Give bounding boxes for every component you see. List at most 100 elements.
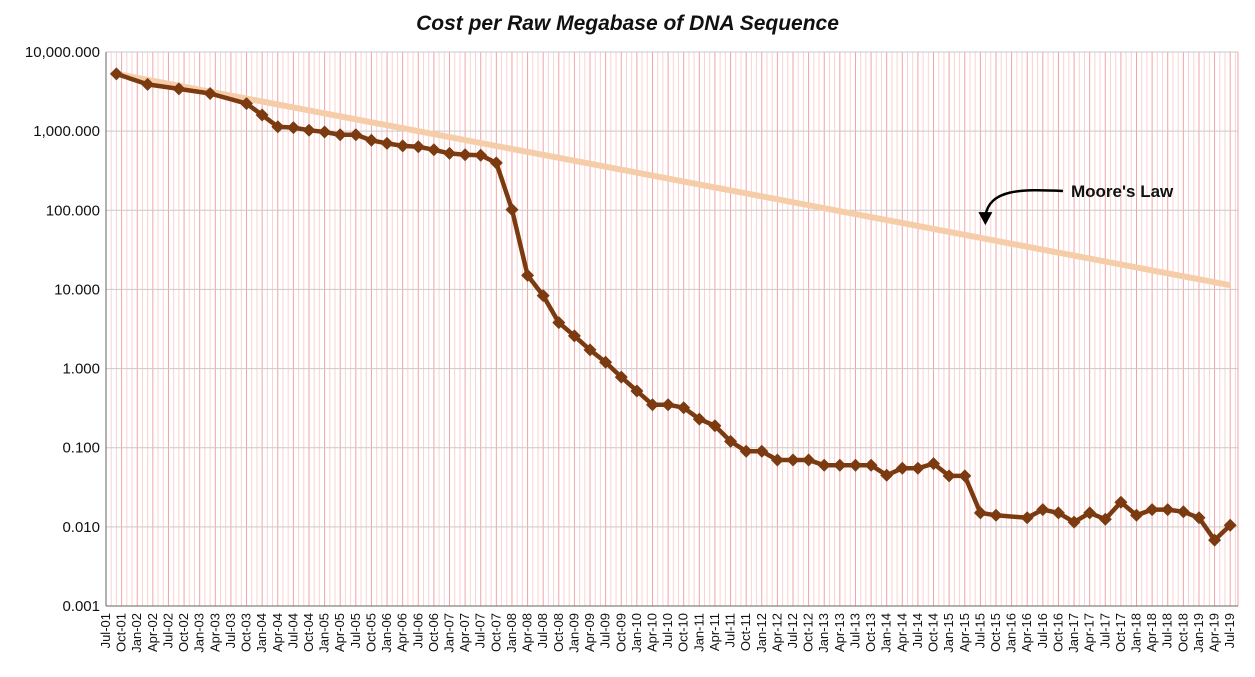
moores-law-series bbox=[115, 70, 1231, 289]
cost-point bbox=[255, 108, 269, 122]
x-tick-label: Jan-13 bbox=[816, 613, 831, 653]
x-tick-label: Jan-03 bbox=[192, 613, 207, 653]
x-tick-label: Jul-14 bbox=[910, 613, 925, 648]
x-tick-label: Jan-07 bbox=[442, 613, 457, 653]
cost-point bbox=[203, 87, 217, 100]
cost-point bbox=[755, 444, 769, 458]
x-tick-label: Jul-12 bbox=[785, 613, 800, 648]
x-tick-label: Oct-04 bbox=[301, 613, 316, 652]
cost-point bbox=[141, 77, 155, 91]
cost-point bbox=[739, 444, 753, 458]
x-tick-label: Apr-14 bbox=[894, 613, 909, 652]
cost-point bbox=[271, 120, 285, 134]
x-tick-label: Oct-13 bbox=[863, 613, 878, 652]
axes bbox=[105, 52, 1238, 607]
x-tick-label: Jul-10 bbox=[660, 613, 675, 648]
cost-point bbox=[989, 508, 1003, 522]
x-tick-label: Jan-05 bbox=[317, 613, 332, 653]
x-tick-label: Jan-06 bbox=[379, 613, 394, 653]
cost-point bbox=[880, 468, 894, 482]
x-tick-label: Jul-05 bbox=[348, 613, 363, 648]
cost-point bbox=[802, 453, 816, 467]
x-tick-label: Jan-16 bbox=[1004, 613, 1019, 653]
cost-point bbox=[973, 506, 987, 520]
cost-point bbox=[630, 384, 644, 398]
x-tick-label: Jan-12 bbox=[754, 613, 769, 653]
moores-law-label: Moore's Law bbox=[1071, 182, 1174, 201]
cost-point bbox=[1176, 505, 1190, 519]
y-tick-label: 100.000 bbox=[46, 202, 100, 219]
cost-point bbox=[458, 148, 472, 162]
y-tick-label: 10.000 bbox=[54, 281, 100, 298]
x-tick-label: Jul-17 bbox=[1097, 613, 1112, 648]
x-tick-label: Jul-13 bbox=[847, 613, 862, 648]
cost-point bbox=[895, 461, 909, 475]
y-tick-label: 1.000 bbox=[62, 361, 100, 378]
x-tick-label: Oct-05 bbox=[363, 613, 378, 652]
x-tick-label: Apr-17 bbox=[1082, 613, 1097, 652]
x-tick-label: Oct-14 bbox=[926, 613, 941, 652]
y-tick-label: 0.010 bbox=[62, 519, 100, 536]
x-tick-label: Jan-15 bbox=[941, 613, 956, 653]
x-tick-label: Jul-01 bbox=[98, 613, 113, 648]
x-tick-label: Jul-15 bbox=[972, 613, 987, 648]
y-tick-label: 0.001 bbox=[62, 598, 100, 615]
cost-series bbox=[109, 67, 1237, 547]
x-tick-label: Jan-02 bbox=[129, 613, 144, 653]
cost-point bbox=[411, 140, 425, 154]
x-tick-label: Jan-11 bbox=[691, 613, 706, 652]
cost-point bbox=[677, 401, 691, 415]
x-tick-label: Apr-15 bbox=[957, 613, 972, 652]
cost-point bbox=[1208, 533, 1222, 547]
cost-point bbox=[109, 67, 123, 81]
x-tick-label: Oct-17 bbox=[1113, 613, 1128, 652]
x-tick-label: Oct-10 bbox=[676, 613, 691, 652]
x-tick-label: Jul-02 bbox=[160, 613, 175, 648]
x-tick-label: Jan-08 bbox=[504, 613, 519, 653]
x-tick-label: Apr-02 bbox=[145, 613, 160, 652]
vertical-gridlines bbox=[105, 52, 1239, 606]
x-tick-label: Oct-03 bbox=[239, 613, 254, 652]
cost-point bbox=[692, 412, 706, 426]
x-tick-label: Apr-07 bbox=[457, 613, 472, 652]
cost-point bbox=[349, 128, 363, 142]
arrow-head-icon bbox=[978, 212, 993, 226]
cost-point bbox=[1114, 495, 1128, 509]
cost-point bbox=[1130, 508, 1143, 522]
cost-point bbox=[1083, 506, 1097, 520]
x-tick-label: Jul-03 bbox=[223, 613, 238, 648]
cost-point bbox=[286, 121, 300, 135]
x-tick-label: Jul-06 bbox=[410, 613, 425, 648]
x-tick-label: Apr-19 bbox=[1207, 613, 1222, 652]
cost-point bbox=[1145, 503, 1159, 517]
moores-law-arrow bbox=[984, 189, 1064, 217]
x-tick-label: Jul-08 bbox=[535, 613, 550, 648]
x-tick-label: Oct-12 bbox=[801, 613, 816, 652]
cost-point bbox=[567, 329, 581, 343]
x-tick-label: Oct-07 bbox=[488, 613, 503, 652]
cost-point bbox=[505, 203, 519, 217]
x-tick-label: Jan-18 bbox=[1129, 613, 1144, 653]
x-tick-label: Apr-13 bbox=[832, 613, 847, 652]
cost-point bbox=[536, 289, 550, 303]
cost-point bbox=[583, 343, 597, 357]
cost-point bbox=[474, 148, 488, 162]
x-tick-label: Apr-09 bbox=[582, 613, 597, 652]
annotations: Moore's Law bbox=[978, 182, 1174, 226]
x-tick-label: Jan-09 bbox=[566, 613, 581, 653]
cost-point bbox=[708, 419, 722, 433]
x-tick-label: Oct-06 bbox=[426, 613, 441, 652]
x-tick-label: Oct-11 bbox=[738, 613, 753, 651]
cost-point bbox=[1223, 518, 1237, 532]
cost-point bbox=[172, 82, 186, 96]
cost-point bbox=[661, 398, 675, 412]
x-tick-labels: Jul-01 Oct-01 Jan-02 Apr-02 Jul-02 Oct-02 Jan-… bbox=[98, 613, 1237, 653]
cost-point bbox=[599, 355, 613, 369]
x-tick-label: Apr-03 bbox=[207, 613, 222, 652]
cost-point bbox=[489, 156, 503, 170]
x-tick-label: Jan-10 bbox=[629, 613, 644, 653]
moores-law-line bbox=[115, 70, 1231, 289]
cost-point bbox=[1067, 515, 1081, 529]
cost-point bbox=[833, 458, 847, 472]
